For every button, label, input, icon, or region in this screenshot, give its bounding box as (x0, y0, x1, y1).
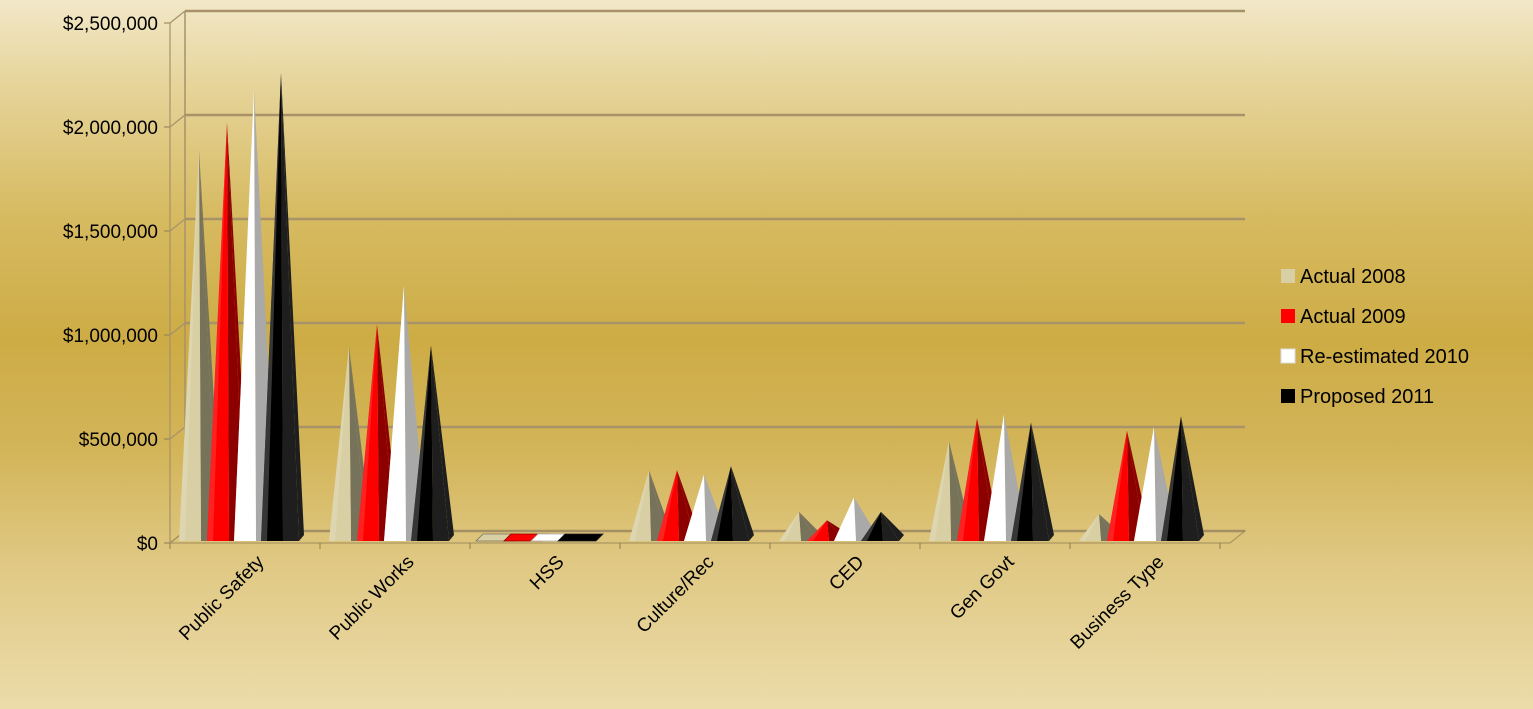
x-category-label: Public Safety (175, 551, 269, 645)
cone-layer (179, 73, 1204, 542)
legend-swatch (1281, 309, 1295, 323)
legend-swatch (1281, 269, 1295, 283)
y-tick-label: $2,500,000 (63, 14, 158, 35)
axis-layer (164, 11, 1247, 549)
legend-label: Re-estimated 2010 (1300, 346, 1469, 368)
gridline-side (169, 322, 186, 336)
x-category-label: CED (825, 552, 868, 595)
y-tick-label: $0 (137, 534, 158, 555)
cone-mark (1107, 430, 1150, 541)
legend: Actual 2008 Actual 2009 Re-estimated 2010 P… (1280, 266, 1469, 408)
legend-label: Actual 2009 (1300, 306, 1406, 328)
cone-mark (411, 345, 454, 541)
y-tick-label: $1,500,000 (63, 222, 158, 243)
x-axis-category-labels: Public Safety Public Works HSS Culture/Rec C… (175, 551, 1168, 653)
legend-swatch (1281, 389, 1295, 403)
cone-mark (557, 533, 604, 542)
gridline-side (169, 218, 186, 232)
x-category-label: HSS (526, 552, 568, 594)
cone-mark (1161, 416, 1204, 541)
x-category-label: Gen Govt (946, 551, 1019, 624)
x-category-label: Public Works (326, 552, 419, 645)
legend-swatch (1280, 348, 1296, 364)
cone-mark (261, 73, 304, 541)
legend-label: Actual 2008 (1300, 266, 1406, 288)
y-axis-tick-labels: $0 $500,000 $1,000,000 $1,500,000 $2,000,000… (63, 14, 158, 555)
legend-label: Proposed 2011 (1300, 386, 1434, 408)
y-tick-label: $2,000,000 (63, 118, 158, 139)
gridline-side (169, 10, 186, 24)
cone-mark (861, 511, 904, 541)
grid-layer (169, 9, 1245, 544)
cone-mark (711, 466, 754, 541)
gridline-side (169, 426, 186, 440)
x-category-label: Business Type (1067, 552, 1169, 654)
y-tick-label: $1,000,000 (63, 326, 158, 347)
y-tick-label: $500,000 (79, 430, 158, 451)
cone-mark (1011, 422, 1054, 541)
gridline-side (169, 114, 186, 128)
x-category-label: Culture/Rec (633, 552, 719, 638)
